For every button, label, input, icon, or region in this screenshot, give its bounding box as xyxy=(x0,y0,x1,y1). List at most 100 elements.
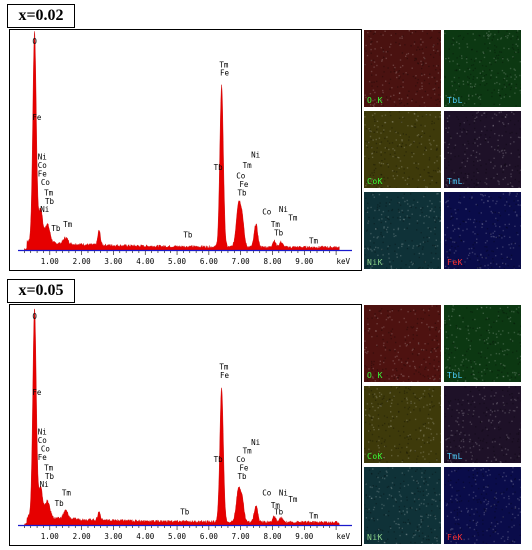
panel-x005: x=0.05 1.00 2.00 3.00 4.00 5.00 6.00 7.00 8.00 9… xyxy=(0,275,532,550)
peak-label: Tb xyxy=(183,230,193,239)
element-map-tile: CoK xyxy=(364,386,441,463)
map-texture xyxy=(364,386,441,463)
x-tick-label: 1.00 xyxy=(41,257,60,266)
panel-label: x=0.02 xyxy=(7,4,75,28)
x-tick-label: 6.00 xyxy=(200,532,219,541)
panel-label: x=0.05 xyxy=(7,279,75,303)
peak-label: Fe xyxy=(239,463,249,472)
element-map-tile: FeK xyxy=(444,192,521,269)
element-map-label: TmL xyxy=(447,177,463,186)
element-map-label: TbL xyxy=(447,96,463,105)
peak-label: O xyxy=(32,37,37,46)
peak-label: Tb xyxy=(55,499,65,508)
peak-label: Tb xyxy=(51,224,61,233)
eds-spectrum-chart: 1.00 2.00 3.00 4.00 5.00 6.00 7.00 8.00 9.00 keV O… xyxy=(9,29,362,271)
peak-label: Tm xyxy=(271,220,281,229)
map-texture xyxy=(364,192,441,269)
peak-label: Ni xyxy=(40,480,49,489)
x-axis-label: keV xyxy=(336,257,350,266)
peak-label: Tb xyxy=(214,455,224,464)
spectrum-svg: 1.00 2.00 3.00 4.00 5.00 6.00 7.00 8.00 9.00 keV O… xyxy=(18,308,352,541)
peak-label: Tm xyxy=(309,512,319,521)
peak-label: Fe xyxy=(239,180,249,189)
peak-label: Fe xyxy=(38,170,48,179)
element-map-tile: FeK xyxy=(444,467,521,544)
peak-label: Co xyxy=(38,436,48,445)
x-tick-label: 2.00 xyxy=(73,257,92,266)
panel-x002: x=0.02 1.00 2.00 3.00 4.00 5.00 6.00 7.00 8.00 9… xyxy=(7,4,521,271)
peak-label: Fe xyxy=(38,453,48,462)
peak-label: Fe xyxy=(220,69,230,78)
element-map-tile: CoK xyxy=(364,111,441,188)
peak-label: Ni xyxy=(38,428,47,437)
x-tick-label: 8.00 xyxy=(263,532,282,541)
x-tick-label: 2.00 xyxy=(73,532,92,541)
x-tick-label: 5.00 xyxy=(168,257,187,266)
element-map-tile: TmL xyxy=(444,111,521,188)
x-tick-label: 7.00 xyxy=(232,257,251,266)
peak-label: O xyxy=(32,312,37,321)
peak-label: Fe xyxy=(32,113,42,122)
element-map-tile: O K xyxy=(364,305,441,382)
map-texture xyxy=(444,111,521,188)
peak-label: Co xyxy=(236,172,246,181)
map-texture xyxy=(444,30,521,107)
element-map-label: NiK xyxy=(367,533,383,542)
peak-label: Tb xyxy=(237,472,247,481)
peak-label: Ni xyxy=(279,489,288,498)
element-map-tile: TmL xyxy=(444,386,521,463)
map-texture xyxy=(444,192,521,269)
element-maps: O K TbL CoK TmL NiK FeK xyxy=(364,305,524,545)
peak-label: Tb xyxy=(180,508,190,517)
peak-label: Co xyxy=(38,161,48,170)
element-map-tile: NiK xyxy=(364,192,441,269)
peak-label: Tb xyxy=(45,197,55,206)
element-map-tile: TbL xyxy=(444,30,521,107)
element-map-label: CoK xyxy=(367,177,383,186)
x-axis-label: keV xyxy=(336,532,350,541)
spectrum-area xyxy=(24,31,340,251)
element-map-label: TmL xyxy=(447,452,463,461)
x-tick-label: 7.00 xyxy=(232,532,251,541)
x-tick-label: 4.00 xyxy=(136,532,155,541)
peak-label: Ni xyxy=(279,205,288,214)
map-texture xyxy=(444,305,521,382)
x-tick-label: 9.00 xyxy=(295,257,314,266)
x-tick-label: 5.00 xyxy=(168,532,187,541)
peak-label: Tm xyxy=(44,463,54,472)
element-map-label: TbL xyxy=(447,371,463,380)
element-map-tile: TbL xyxy=(444,305,521,382)
peak-label: Co xyxy=(262,207,272,216)
peak-label: Tm xyxy=(288,495,298,504)
peak-label: Tm xyxy=(63,220,73,229)
peak-label: Tb xyxy=(274,508,284,517)
element-map-label: O K xyxy=(367,96,383,105)
eds-spectrum-chart: 1.00 2.00 3.00 4.00 5.00 6.00 7.00 8.00 9.00 keV O… xyxy=(9,304,362,546)
peak-label: Co xyxy=(41,178,51,187)
element-map-label: CoK xyxy=(367,452,383,461)
x-tick-label: 1.00 xyxy=(41,532,60,541)
x-tick-label: 3.00 xyxy=(104,532,123,541)
element-map-label: NiK xyxy=(367,258,383,267)
peak-label: Co xyxy=(41,445,51,454)
element-map-tile: NiK xyxy=(364,467,441,544)
element-map-label: FeK xyxy=(447,258,463,267)
peak-label: Ni xyxy=(251,438,260,447)
element-map-label: FeK xyxy=(447,533,463,542)
map-texture xyxy=(364,305,441,382)
spectrum-svg: 1.00 2.00 3.00 4.00 5.00 6.00 7.00 8.00 9.00 keV O… xyxy=(18,31,352,266)
element-map-label: O K xyxy=(367,371,383,380)
peak-label: Fe xyxy=(220,371,230,380)
spectrum-area xyxy=(24,308,340,526)
map-texture xyxy=(444,467,521,544)
map-texture xyxy=(444,386,521,463)
peak-label: Tm xyxy=(288,214,298,223)
x-tick-label: 9.00 xyxy=(295,532,314,541)
peak-label: Tb xyxy=(45,472,55,481)
peak-label: Tm xyxy=(243,447,253,456)
peak-label: Ni xyxy=(251,151,260,160)
peak-label: Tm xyxy=(44,188,54,197)
peak-label: Tm xyxy=(62,489,72,498)
peak-label: Ni xyxy=(40,205,49,214)
peak-label: Tm xyxy=(219,363,229,372)
